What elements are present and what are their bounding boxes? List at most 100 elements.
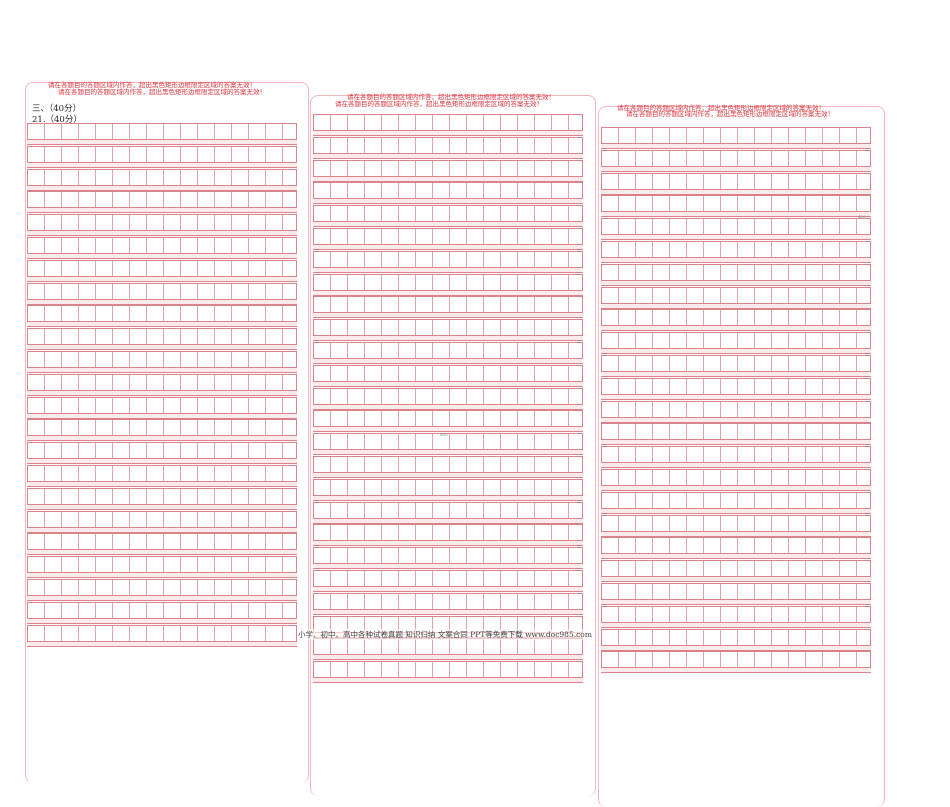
writing-grid-1[interactable] bbox=[27, 123, 297, 647]
grid-cells[interactable] bbox=[601, 172, 871, 190]
grid-cells[interactable] bbox=[601, 286, 871, 304]
grid-cells[interactable] bbox=[313, 433, 583, 451]
grid-cells[interactable] bbox=[313, 114, 583, 131]
grid-cells[interactable] bbox=[313, 524, 583, 542]
grid-cells[interactable] bbox=[313, 227, 583, 245]
grid-row[interactable] bbox=[313, 410, 583, 433]
grid-cells[interactable] bbox=[27, 419, 297, 437]
grid-row[interactable] bbox=[27, 556, 297, 579]
grid-cells[interactable] bbox=[313, 592, 583, 610]
grid-row[interactable] bbox=[601, 195, 871, 218]
grid-cells[interactable] bbox=[601, 332, 871, 350]
grid-row[interactable] bbox=[601, 354, 871, 378]
grid-row[interactable] bbox=[313, 273, 583, 297]
grid-cells[interactable] bbox=[601, 468, 871, 486]
grid-cells[interactable] bbox=[601, 628, 871, 646]
grid-cells[interactable] bbox=[27, 533, 297, 551]
grid-cells[interactable] bbox=[27, 305, 297, 323]
grid-row[interactable] bbox=[313, 569, 583, 593]
grid-cells[interactable] bbox=[27, 601, 297, 619]
grid-row[interactable] bbox=[313, 592, 583, 616]
grid-row[interactable] bbox=[313, 387, 583, 411]
grid-cells[interactable] bbox=[601, 651, 871, 669]
grid-row[interactable] bbox=[27, 624, 297, 648]
grid-row[interactable] bbox=[313, 501, 583, 525]
grid-cells[interactable] bbox=[313, 638, 583, 656]
grid-cells[interactable] bbox=[27, 282, 297, 300]
grid-row[interactable] bbox=[27, 145, 297, 169]
grid-row[interactable] bbox=[27, 510, 297, 534]
grid-cells[interactable] bbox=[313, 341, 583, 359]
grid-cells[interactable] bbox=[313, 455, 583, 473]
grid-row[interactable] bbox=[313, 478, 583, 502]
grid-cells[interactable] bbox=[601, 309, 871, 327]
grid-cells[interactable] bbox=[601, 537, 871, 555]
grid-cells[interactable] bbox=[313, 547, 583, 565]
grid-row[interactable] bbox=[601, 149, 871, 173]
grid-row[interactable] bbox=[601, 468, 871, 492]
grid-cells[interactable] bbox=[313, 410, 583, 428]
grid-cells[interactable] bbox=[601, 446, 871, 464]
grid-cells[interactable] bbox=[313, 136, 583, 154]
grid-row[interactable] bbox=[601, 560, 871, 583]
grid-row[interactable] bbox=[27, 305, 297, 328]
grid-cells[interactable] bbox=[27, 464, 297, 482]
grid-row[interactable] bbox=[601, 377, 871, 401]
grid-row[interactable] bbox=[27, 396, 297, 420]
grid-row[interactable] bbox=[27, 350, 297, 374]
grid-row[interactable] bbox=[313, 296, 583, 319]
grid-cells[interactable] bbox=[27, 191, 297, 209]
grid-cells[interactable] bbox=[601, 354, 871, 372]
grid-cells[interactable] bbox=[27, 259, 297, 277]
grid-row[interactable] bbox=[601, 423, 871, 446]
grid-row[interactable] bbox=[601, 628, 871, 652]
grid-cells[interactable] bbox=[27, 624, 297, 642]
grid-cells[interactable] bbox=[313, 569, 583, 587]
grid-row[interactable] bbox=[601, 240, 871, 264]
grid-row[interactable] bbox=[601, 286, 871, 310]
grid-cells[interactable] bbox=[313, 250, 583, 268]
grid-cells[interactable] bbox=[27, 487, 297, 505]
grid-cells[interactable] bbox=[601, 195, 871, 213]
grid-cells[interactable] bbox=[313, 205, 583, 223]
grid-cells[interactable] bbox=[313, 159, 583, 177]
grid-cells[interactable] bbox=[601, 263, 871, 281]
grid-row[interactable] bbox=[27, 259, 297, 283]
grid-cells[interactable] bbox=[601, 377, 871, 395]
grid-cells[interactable] bbox=[27, 510, 297, 528]
grid-cells[interactable] bbox=[313, 364, 583, 382]
grid-cells[interactable] bbox=[27, 396, 297, 414]
grid-cells[interactable] bbox=[601, 423, 871, 441]
grid-row[interactable] bbox=[601, 651, 871, 674]
grid-row[interactable] bbox=[601, 127, 871, 150]
grid-cells[interactable] bbox=[313, 478, 583, 496]
grid-cells[interactable] bbox=[601, 149, 871, 167]
grid-row[interactable] bbox=[27, 328, 297, 351]
grid-cells[interactable] bbox=[601, 218, 871, 236]
grid-row[interactable] bbox=[313, 638, 583, 661]
grid-row[interactable] bbox=[313, 547, 583, 570]
grid-row[interactable] bbox=[601, 400, 871, 424]
grid-cells[interactable] bbox=[313, 182, 583, 200]
grid-cells[interactable] bbox=[27, 214, 297, 232]
grid-cells[interactable] bbox=[27, 145, 297, 163]
grid-cells[interactable] bbox=[27, 373, 297, 391]
grid-cells[interactable] bbox=[313, 387, 583, 405]
grid-row[interactable] bbox=[601, 332, 871, 355]
grid-cells[interactable] bbox=[27, 350, 297, 368]
grid-cells[interactable] bbox=[313, 661, 583, 679]
grid-row[interactable] bbox=[313, 227, 583, 251]
grid-row[interactable] bbox=[27, 442, 297, 465]
grid-cells[interactable] bbox=[27, 168, 297, 186]
grid-cells[interactable] bbox=[313, 501, 583, 519]
grid-cells[interactable] bbox=[601, 491, 871, 509]
grid-cells[interactable] bbox=[313, 319, 583, 337]
grid-cells[interactable] bbox=[27, 578, 297, 596]
grid-row[interactable] bbox=[313, 364, 583, 388]
grid-cells[interactable] bbox=[601, 582, 871, 600]
grid-row[interactable] bbox=[313, 136, 583, 160]
grid-row[interactable] bbox=[601, 514, 871, 538]
grid-cells[interactable] bbox=[601, 127, 871, 144]
grid-cells[interactable] bbox=[601, 514, 871, 532]
grid-row[interactable] bbox=[313, 433, 583, 456]
